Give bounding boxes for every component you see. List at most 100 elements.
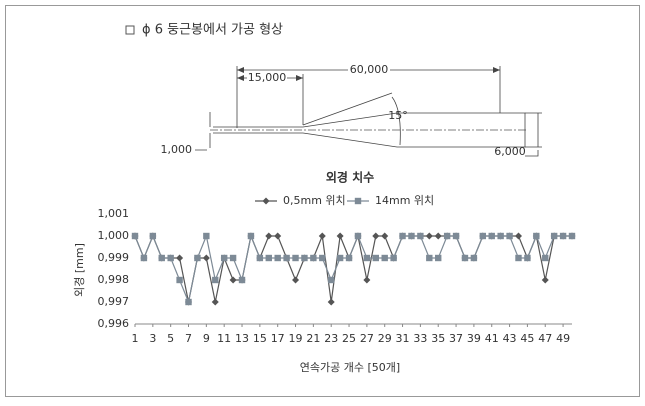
marker <box>229 276 237 284</box>
marker <box>417 232 424 240</box>
dimension: 60,000 <box>350 63 389 76</box>
leader-1 <box>195 112 211 151</box>
marker <box>274 232 282 240</box>
drawing: 15,000 60,000 15° 1,000 6,000 <box>161 63 542 158</box>
leader-6 <box>525 112 542 157</box>
x-tick-label: 15 <box>253 332 267 345</box>
x-tick-label: 49 <box>556 332 570 345</box>
marker <box>488 232 495 240</box>
legend-marker <box>354 197 362 205</box>
marker <box>363 276 371 284</box>
y-tick-label: 1,000 <box>98 229 130 242</box>
marker <box>158 254 165 262</box>
x-tick-label: 1 <box>132 332 139 345</box>
marker <box>542 254 549 262</box>
marker <box>434 232 442 240</box>
marker <box>514 232 522 240</box>
legend-label: 0,5mm 위치 <box>283 194 346 207</box>
marker <box>426 254 433 262</box>
marker <box>515 254 522 262</box>
y-tick-label: 0,997 <box>98 295 130 308</box>
x-tick-label: 9 <box>203 332 210 345</box>
marker <box>256 254 264 262</box>
x-tick-label: 21 <box>306 332 320 345</box>
bullet <box>125 25 135 35</box>
x-tick-label: 23 <box>324 332 338 345</box>
marker <box>203 232 210 240</box>
extension-lines <box>236 66 501 128</box>
x-tick-label: 27 <box>360 332 374 345</box>
marker <box>140 254 148 262</box>
x-tick-label: 3 <box>149 332 156 345</box>
dimension: 6,000 <box>494 145 526 158</box>
marker <box>176 254 184 262</box>
marker <box>550 232 558 240</box>
marker <box>211 298 219 306</box>
marker <box>533 232 540 240</box>
marker <box>363 254 371 262</box>
marker <box>238 276 246 284</box>
marker <box>425 232 433 240</box>
y-tick-label: 0,996 <box>98 317 130 330</box>
x-tick-label: 35 <box>431 332 445 345</box>
x-tick-label: 33 <box>413 332 427 345</box>
dimension: 1,000 <box>161 143 193 156</box>
marker <box>443 232 451 240</box>
x-tick-label: 19 <box>289 332 303 345</box>
marker <box>479 232 487 240</box>
x-tick-label: 25 <box>342 332 356 345</box>
x-tick-label: 13 <box>235 332 249 345</box>
marker <box>345 254 353 262</box>
marker <box>524 254 531 262</box>
x-tick-label: 11 <box>217 332 231 345</box>
marker <box>310 254 317 262</box>
marker <box>149 232 157 240</box>
marker <box>292 254 299 262</box>
x-tick-label: 5 <box>167 332 174 345</box>
marker <box>327 298 335 306</box>
y-axis-label: 외경 [mm] <box>73 243 86 297</box>
legend-label: 14mm 위치 <box>375 194 434 207</box>
marker <box>399 232 406 240</box>
marker <box>372 254 379 262</box>
x-tick-label: 41 <box>485 332 499 345</box>
dimension: 15° <box>388 109 408 122</box>
marker <box>265 254 272 262</box>
x-tick-label: 7 <box>185 332 192 345</box>
rod-outline <box>213 112 526 148</box>
marker <box>212 276 219 284</box>
marker <box>167 254 174 262</box>
marker <box>194 254 201 262</box>
marker <box>372 232 380 240</box>
marker <box>381 254 388 262</box>
marker <box>247 232 255 240</box>
marker <box>328 276 335 284</box>
marker <box>461 254 469 262</box>
frame <box>5 5 640 397</box>
angle-arc <box>391 96 401 146</box>
marker <box>408 232 415 240</box>
marker <box>301 254 308 262</box>
y-tick-label: 0,998 <box>98 273 130 286</box>
marker <box>229 254 237 262</box>
x-tick-label: 17 <box>271 332 285 345</box>
marker <box>202 254 210 262</box>
marker <box>220 254 228 262</box>
x-axis-label: 연속가공 개수 [50개] <box>300 361 400 374</box>
marker <box>506 232 513 240</box>
marker <box>318 232 326 240</box>
marker <box>470 254 478 262</box>
label-bg <box>348 64 390 76</box>
marker <box>274 254 281 262</box>
marker <box>541 276 549 284</box>
header-title: ϕ 6 둥근봉에서 가공 형상 <box>142 23 283 38</box>
marker <box>319 254 326 262</box>
label-bg <box>247 72 287 84</box>
marker <box>176 276 183 284</box>
marker <box>452 232 460 240</box>
angle-line <box>302 92 393 126</box>
chart-title: 외경 치수 <box>326 170 374 185</box>
x-tick-label: 29 <box>378 332 392 345</box>
marker <box>354 232 362 240</box>
